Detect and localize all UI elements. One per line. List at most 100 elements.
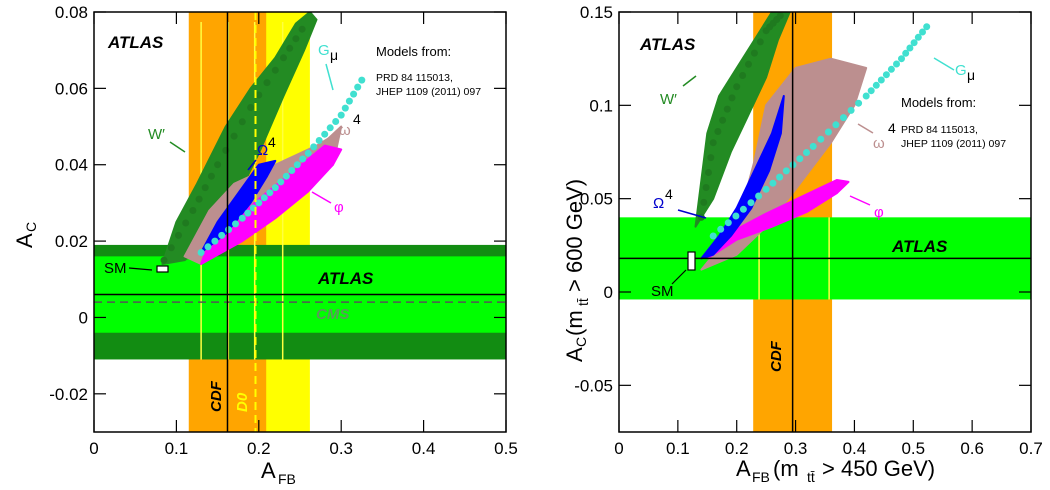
right-wprime-point (750, 49, 758, 57)
left-omega-small-label: ω (339, 122, 351, 139)
right-wprime-point (739, 72, 747, 79)
left-ytick-label: 0.04 (55, 156, 88, 175)
left-gmu-point (211, 237, 219, 245)
right-x-axis-label: A FB (m tt̄ > 450 GeV) (736, 456, 935, 485)
right-ylabel-tt: tt̄ (575, 298, 591, 306)
right-gmu-point (739, 205, 747, 213)
left-atlas-band-label: ATLAS (317, 269, 374, 288)
right-xlabel-tt: tt̄ (807, 469, 815, 485)
left-phi-label: φ (334, 199, 344, 216)
right-wprime-arrow (682, 75, 697, 87)
left-gmu-point (255, 199, 263, 207)
left-sm-marker (156, 265, 169, 273)
left-wprime-point (207, 172, 215, 180)
right-plot-frame (618, 11, 1032, 433)
left-cms-label: CMS (316, 306, 349, 323)
right-gmu-point (872, 81, 880, 89)
right-gmu-point (832, 121, 840, 129)
left-gmu-point (321, 130, 329, 138)
right-omega-small-arrow (857, 123, 874, 134)
right-wprime-point (733, 83, 741, 91)
right-atlas-band-label: ATLAS (891, 237, 948, 256)
left-xtick-label: 0.1 (165, 439, 189, 458)
right-gmu-point (867, 87, 875, 95)
left-ytick-label: 0.02 (55, 232, 88, 251)
right-models-from: Models from: (901, 95, 976, 110)
left-gmu-point (304, 149, 312, 157)
left-gmu-point (232, 220, 239, 228)
left-gmu-point (332, 118, 340, 125)
left-gmu-point (244, 209, 252, 217)
left-wprime-point (292, 35, 300, 43)
right-y-axis-label: A C (m tt̄ > 600 GeV) (562, 179, 591, 362)
right-wprime-point (723, 105, 731, 113)
right-gmu-point (709, 232, 717, 240)
left-sm-label: SM (104, 260, 127, 277)
right-wprime-point (714, 128, 722, 135)
left-wprime-point (189, 207, 197, 214)
right-gmu-point (910, 39, 918, 47)
left-wprime-point (182, 219, 190, 227)
left-atlas-logo: ATLAS (107, 33, 164, 52)
right-xlabel-rest: (m (773, 456, 799, 481)
left-gmu-point (299, 155, 307, 163)
right-gmu-point (847, 106, 855, 114)
left-wprime-point (160, 256, 168, 264)
right-model-scatter (694, 12, 931, 271)
left-ytick-label: 0.08 (55, 3, 88, 22)
right-wprime-point (745, 60, 752, 68)
right-wprime-point (756, 38, 764, 46)
left-wprime-point (280, 54, 287, 62)
left-gmu-point (225, 226, 233, 234)
right-xlabel-sub: FB (752, 469, 770, 485)
left-wprime-point (195, 195, 203, 203)
left-wprime-point (238, 118, 246, 126)
left-gmu-point (315, 137, 323, 144)
right-panel: 0 0.1 0.2 0.3 0.4 0.5 0.6 0.7-0.0500.050.10.15 … (562, 3, 1043, 485)
left-wprime-point (230, 132, 238, 140)
left-x-axis-label: A FB (261, 458, 296, 487)
left-wprime-point (286, 44, 294, 52)
right-gmu-point (887, 65, 895, 73)
left-ref-1: PRD 84 115013, (376, 72, 453, 84)
right-ylabel-rest: (m (562, 310, 587, 336)
right-xlabel-end: > 450 GeV) (822, 456, 935, 481)
left-wprime-point (298, 25, 306, 33)
right-wprime-point (776, 12, 784, 20)
right-atlas-logo: ATLAS (639, 35, 696, 54)
left-gmu-point (350, 90, 358, 98)
left-ylabel-main: A (12, 233, 37, 248)
right-ylabel-end: > 600 GeV) (562, 179, 587, 292)
left-gmu-point (204, 243, 212, 251)
left-gmu-point (218, 231, 226, 239)
left-gmu-point (310, 143, 318, 151)
left-omega-small-sup: 4 (353, 111, 361, 127)
left-sm-arrow (128, 267, 153, 271)
left-ref-2: JHEP 1109 (2011) 097 (376, 86, 481, 98)
right-ytick-label: -0.05 (574, 376, 613, 395)
right-xtick-label: 0.2 (725, 439, 749, 458)
left-ytick-label: 0.06 (55, 79, 88, 98)
right-xtick-label: 0.1 (666, 439, 690, 458)
left-panel: 0 0.1 0.2 0.3 0.4 0.5 -0.02 0 0.02 0.04 0.06 0.08 A… (12, 3, 518, 487)
right-gmu-point (855, 99, 863, 107)
left-wprime-point (263, 79, 271, 87)
left-wprime-point (201, 184, 209, 192)
left-gmu-point (260, 194, 268, 202)
right-gmu-point (862, 92, 870, 100)
right-gmu-point (717, 225, 725, 233)
left-models-from: Models from: (376, 44, 451, 59)
left-gmu-point (341, 104, 349, 112)
left-gmu-point (293, 161, 301, 169)
right-phi-label: φ (874, 204, 884, 221)
left-xtick-label: 0.2 (247, 439, 271, 458)
left-y-axis-label: A C (12, 222, 39, 248)
left-gmu-sub: μ (330, 47, 338, 63)
right-phi-arrow (849, 195, 871, 206)
right-omega-cap-sup: 4 (665, 186, 673, 202)
left-wprime-arrow (169, 141, 186, 153)
left-wprime-point (175, 231, 182, 239)
right-xlabel-main: A (736, 456, 751, 481)
